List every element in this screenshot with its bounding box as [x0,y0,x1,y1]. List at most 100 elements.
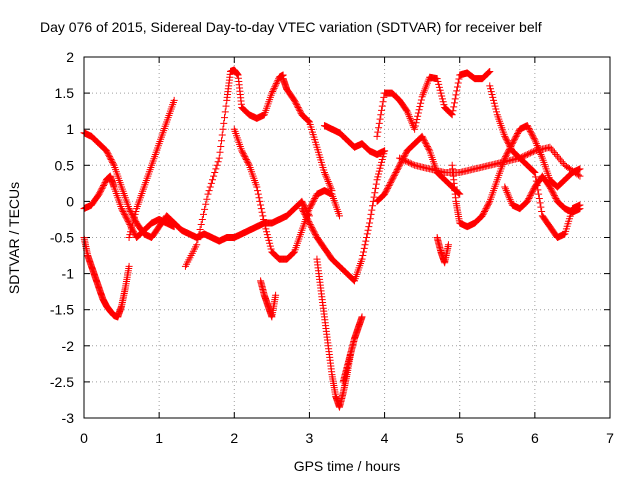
data-point [272,80,280,88]
data-point [484,200,492,208]
data-point [516,154,524,162]
data-point [528,189,536,197]
y-axis-label: SDTVAR / TECUs [6,182,22,294]
data-point [505,192,513,200]
data-point [514,130,522,138]
data-point [405,158,413,166]
data-point [296,106,304,114]
data-point [196,226,204,234]
data-point [380,93,388,101]
y-tick-label: 0.5 [55,157,75,173]
data-point [255,194,263,202]
data-point [239,148,247,156]
data-point [105,151,113,159]
series-trace-2 [80,234,133,321]
data-point [556,156,564,164]
data-point [408,160,416,168]
series-trace-16 [433,234,452,267]
data-point [455,75,463,83]
data-point [479,210,487,218]
data-point [302,213,310,221]
data-point [552,195,560,203]
data-point [293,101,301,109]
data-point [378,158,386,166]
data-point [326,181,334,189]
data-point [305,205,313,213]
data-point [124,218,132,226]
data-point [526,127,534,135]
data-point [298,205,306,213]
data-point [424,144,432,152]
data-point [414,112,422,120]
data-point [265,236,273,244]
data-point [546,143,554,151]
data-point [242,154,250,162]
data-point [322,172,330,180]
data-point [439,98,447,106]
data-point [484,202,492,210]
data-point [416,102,424,110]
data-point [210,172,218,180]
data-point [239,150,247,158]
data-point [127,228,135,236]
data-point [293,102,301,110]
data-point [335,212,343,220]
data-point [506,196,514,204]
data-point [107,156,115,164]
y-tick-label: -2.5 [50,374,74,390]
data-point [260,219,268,227]
data-point [311,229,319,237]
data-point [106,153,114,161]
data-point [99,183,107,191]
data-point [492,105,500,113]
y-tick-label: 2 [66,49,74,65]
data-point [300,209,308,217]
data-point [290,249,298,257]
data-point [211,169,219,177]
data-point [392,169,400,177]
data-point [199,210,207,218]
data-point [411,125,419,133]
data-point [390,171,398,179]
data-point [525,150,533,158]
data-point [376,164,384,172]
data-point [126,231,134,239]
data-point [306,203,314,211]
data-point [526,126,534,134]
data-point [364,226,372,234]
data-point [409,161,417,169]
data-point [222,102,230,110]
data-point [270,84,278,92]
data-point [549,189,557,197]
data-point [532,173,540,181]
data-point [238,147,246,155]
data-point [100,182,108,190]
data-point [451,95,459,103]
data-point [454,79,462,87]
data-point [502,151,510,159]
data-point [512,132,520,140]
series-trace-17 [448,122,584,231]
data-point [505,141,513,149]
data-point [526,149,534,157]
data-point [553,152,561,160]
data-point [309,197,317,205]
data-point [524,123,532,131]
data-point [243,157,251,165]
data-point [271,83,279,91]
data-point [526,193,534,201]
data-point [361,241,369,249]
data-point [268,89,276,97]
x-axis-label: GPS time / hours [294,458,401,474]
data-point [415,106,423,114]
data-point [537,203,545,211]
y-tick-label: -3 [62,410,75,426]
series-trace-15 [373,132,464,205]
series-trace-11 [339,313,366,386]
data-point [350,276,358,284]
data-point [405,113,413,121]
data-point [254,187,262,195]
data-point [507,197,515,205]
data-point [295,105,303,113]
